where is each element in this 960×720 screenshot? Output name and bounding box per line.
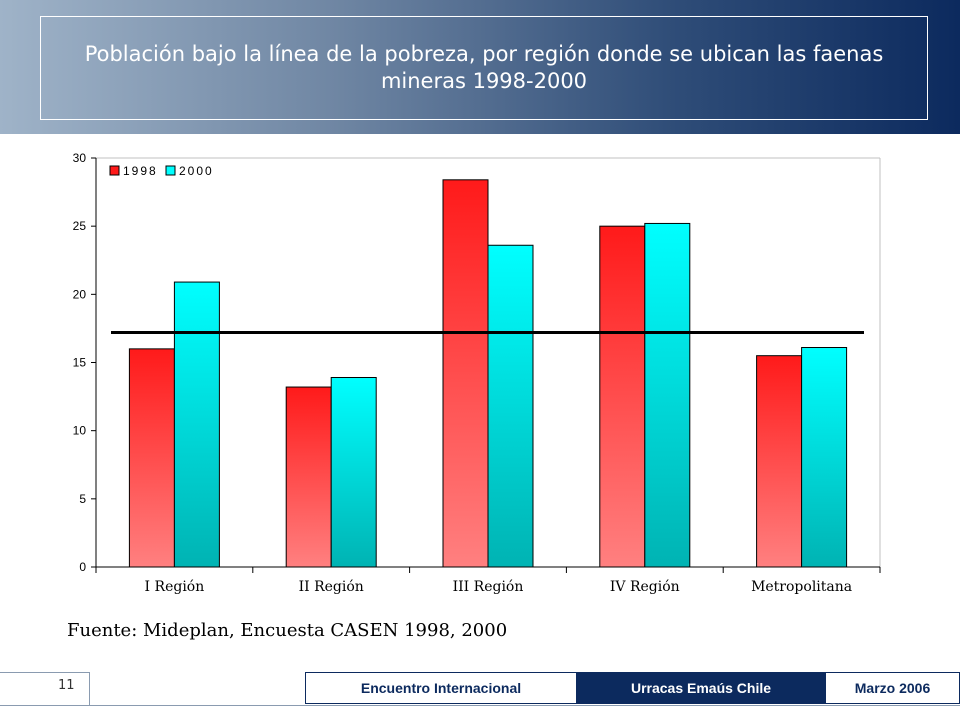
header-banner: Población bajo la línea de la pobreza, p…: [0, 0, 960, 134]
y-tick-label: 25: [73, 219, 87, 233]
footer-organization: Urracas Emaús Chile: [577, 672, 825, 704]
bar-1998-1: [285, 386, 332, 568]
footer-event: Encuentro Internacional: [305, 672, 577, 704]
footer-divider: [90, 705, 960, 706]
bar-1998-0: [128, 348, 175, 568]
y-tick-label: 10: [73, 424, 87, 438]
x-category-label: II Región: [299, 579, 364, 595]
bar-2000-0: [173, 281, 220, 568]
bar-2000-3: [644, 222, 691, 568]
bar-2000-1: [330, 376, 377, 568]
legend-label-2000: 2000: [179, 164, 214, 178]
legend-label-1998: 1998: [123, 164, 158, 178]
y-tick-label: 15: [73, 356, 87, 370]
bar-chart: 0 5 10 15 20 25 30 I Región II Región III Región I…: [73, 151, 881, 595]
bar-1998-4: [756, 355, 803, 568]
bar-2000-2: [487, 244, 534, 568]
y-tick-label: 5: [79, 492, 86, 506]
bar-1998-3: [599, 225, 646, 568]
slide-title: Población bajo la línea de la pobreza, p…: [40, 16, 928, 120]
x-category-label: Metropolitana: [751, 579, 852, 595]
footer-bar: Encuentro Internacional Urracas Emaús Ch…: [305, 672, 960, 704]
bar-2000-4: [801, 347, 848, 568]
y-tick-label: 20: [73, 287, 87, 301]
y-tick-label: 0: [79, 560, 86, 574]
x-category-label: IV Región: [610, 579, 680, 595]
page-number: 11: [0, 672, 90, 706]
x-category-label: I Región: [145, 579, 205, 595]
footer-date: Marzo 2006: [825, 672, 960, 704]
legend-swatch-1998: [109, 165, 120, 176]
source-note: Fuente: Mideplan, Encuesta CASEN 1998, 2…: [67, 620, 508, 641]
legend-swatch-2000: [165, 165, 176, 176]
x-category-label: III Región: [453, 579, 524, 595]
y-tick-label: 30: [73, 151, 87, 165]
bar-1998-2: [442, 179, 489, 568]
